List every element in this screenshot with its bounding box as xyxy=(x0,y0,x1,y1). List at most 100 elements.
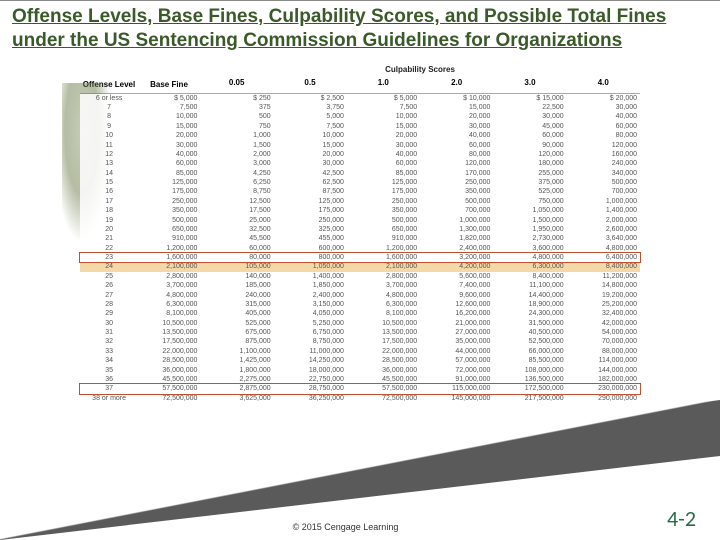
cell-level: 22 xyxy=(80,244,138,253)
cell-base-fine: 175,000 xyxy=(138,187,200,196)
cell-level: 26 xyxy=(80,281,138,290)
cell-culp-value: 20,000 xyxy=(274,150,347,159)
cell-culp-value: 40,500,000 xyxy=(493,328,566,337)
cell-culp-value: 315,000 xyxy=(200,300,273,309)
cell-culp-value: 21,000,000 xyxy=(420,319,493,328)
cell-culp-value: 675,000 xyxy=(200,328,273,337)
cell-base-fine: 15,000 xyxy=(138,122,200,131)
header-culp-col: 0.5 xyxy=(273,76,346,93)
cell-culp-value: 72,000,000 xyxy=(420,365,493,374)
cell-culp-value: 750,000 xyxy=(493,197,566,206)
cell-culp-value: 910,000 xyxy=(347,234,420,243)
cell-level: 21 xyxy=(80,234,138,243)
cell-culp-value: 30,000 xyxy=(567,103,640,112)
cell-culp-value: 3,700,000 xyxy=(347,281,420,290)
cell-culp-value: 340,000 xyxy=(567,169,640,178)
cell-culp-value: 375,000 xyxy=(493,178,566,187)
cell-level: 9 xyxy=(80,122,138,131)
cell-culp-value: 32,500 xyxy=(200,225,273,234)
table-row: 20650,00032,500325,000650,0001,300,0001,… xyxy=(80,225,640,234)
cell-culp-value: 800,000 xyxy=(274,253,347,262)
cell-culp-value: 60,000 xyxy=(347,159,420,168)
cell-culp-value: 40,000 xyxy=(420,131,493,140)
table-row: 3113,500,000675,0006,750,00013,500,00027… xyxy=(80,328,640,337)
cell-culp-value: 45,500 xyxy=(200,234,273,243)
table-row: 18350,00017,500175,000350,000700,0001,05… xyxy=(80,206,640,215)
cell-culp-value: 600,000 xyxy=(274,244,347,253)
cell-base-fine: 10,500,000 xyxy=(138,319,200,328)
cell-culp-value: 5,250,000 xyxy=(274,319,347,328)
header-offense xyxy=(80,63,138,76)
cell-culp-value: 1,800,000 xyxy=(200,365,273,374)
cell-level: 18 xyxy=(80,206,138,215)
cell-level: 36 xyxy=(80,375,138,384)
table-row: 810,0005005,00010,00020,00030,00040,000 xyxy=(80,112,640,121)
cell-culp-value: 217,500,000 xyxy=(493,394,566,403)
cell-culp-value: 3,150,000 xyxy=(274,300,347,309)
table-row: 274,800,000240,0002,400,0004,800,0009,60… xyxy=(80,290,640,299)
cell-culp-value: 42,500 xyxy=(274,169,347,178)
cell-level: 20 xyxy=(80,225,138,234)
cell-culp-value: 185,000 xyxy=(200,281,273,290)
cell-culp-value: 91,000,000 xyxy=(420,375,493,384)
header-base-label: Base Fine xyxy=(138,76,200,93)
cell-culp-value: 6,300,000 xyxy=(493,262,566,271)
cell-culp-value: 22,000,000 xyxy=(347,347,420,356)
cell-culp-value: 700,000 xyxy=(567,187,640,196)
cell-culp-value: 500,000 xyxy=(420,197,493,206)
cell-base-fine: 3,700,000 xyxy=(138,281,200,290)
cell-culp-value: 6,250 xyxy=(200,178,273,187)
cell-culp-value: 105,000 xyxy=(200,262,273,271)
table-row: 3645,500,0002,275,00022,750,00045,500,00… xyxy=(80,375,640,384)
cell-level: 17 xyxy=(80,197,138,206)
cell-culp-value: 85,000 xyxy=(347,169,420,178)
cell-culp-value: 1,100,000 xyxy=(200,347,273,356)
cell-culp-value: 120,000 xyxy=(493,150,566,159)
cell-level: 14 xyxy=(80,169,138,178)
cell-culp-value: 80,000 xyxy=(420,150,493,159)
table-row: 77,5003753,7507,50015,00022,50030,000 xyxy=(80,103,640,112)
cell-culp-value: 455,000 xyxy=(274,234,347,243)
cell-culp-value: 12,500 xyxy=(200,197,273,206)
cell-level: 24 xyxy=(80,262,138,271)
cell-culp-value: 3,600,000 xyxy=(493,244,566,253)
cell-culp-value: 136,500,000 xyxy=(493,375,566,384)
cell-level: 31 xyxy=(80,328,138,337)
cell-culp-value: 180,000 xyxy=(493,159,566,168)
cell-culp-value: 182,000,000 xyxy=(567,375,640,384)
cell-culp-value: 9,600,000 xyxy=(420,290,493,299)
table-header-row2: Offense Level Base Fine 0.050.51.02.03.0… xyxy=(80,76,640,94)
cell-base-fine: 250,000 xyxy=(138,197,200,206)
cell-base-fine: 36,000,000 xyxy=(138,365,200,374)
table-row: 252,800,000140,0001,400,0002,800,0005,60… xyxy=(80,272,640,281)
cell-culp-value: 11,100,000 xyxy=(493,281,566,290)
cell-culp-value: 525,000 xyxy=(200,319,273,328)
cell-culp-value: 1,950,000 xyxy=(493,225,566,234)
table-row: 3010,500,000525,0005,250,00010,500,00021… xyxy=(80,319,640,328)
cell-level: 38 or more xyxy=(80,394,138,403)
cell-culp-value: 44,000,000 xyxy=(420,347,493,356)
cell-culp-value: 2,000 xyxy=(200,150,273,159)
cell-culp-value: 3,640,000 xyxy=(567,234,640,243)
cell-culp-value: 144,000,000 xyxy=(567,365,640,374)
cell-culp-value: 6,400,000 xyxy=(567,253,640,262)
header-culp-col: 4.0 xyxy=(567,76,640,93)
cell-level: 34 xyxy=(80,356,138,365)
cell-culp-value: 8,750 xyxy=(200,187,273,196)
cell-base-fine: 4,800,000 xyxy=(138,290,200,299)
table-row: 17250,00012,500125,000250,000500,000750,… xyxy=(80,197,640,206)
cell-culp-value: 350,000 xyxy=(420,187,493,196)
cell-level: 32 xyxy=(80,337,138,346)
cell-level: 28 xyxy=(80,300,138,309)
cell-culp-value: 10,000 xyxy=(347,112,420,121)
cell-culp-value: 650,000 xyxy=(347,225,420,234)
cell-culp-value: 40,000 xyxy=(347,150,420,159)
cell-culp-value: $ 15,000 xyxy=(493,94,566,103)
cell-culp-value: 140,000 xyxy=(200,272,273,281)
cell-culp-value: 45,000 xyxy=(493,122,566,131)
cell-base-fine: 500,000 xyxy=(138,215,200,224)
table-row: 286,300,000315,0003,150,0006,300,00012,6… xyxy=(80,300,640,309)
table-row: 3217,500,000875,0008,750,00017,500,00035… xyxy=(80,337,640,346)
cell-level: 13 xyxy=(80,159,138,168)
cell-culp-value: 22,500 xyxy=(493,103,566,112)
